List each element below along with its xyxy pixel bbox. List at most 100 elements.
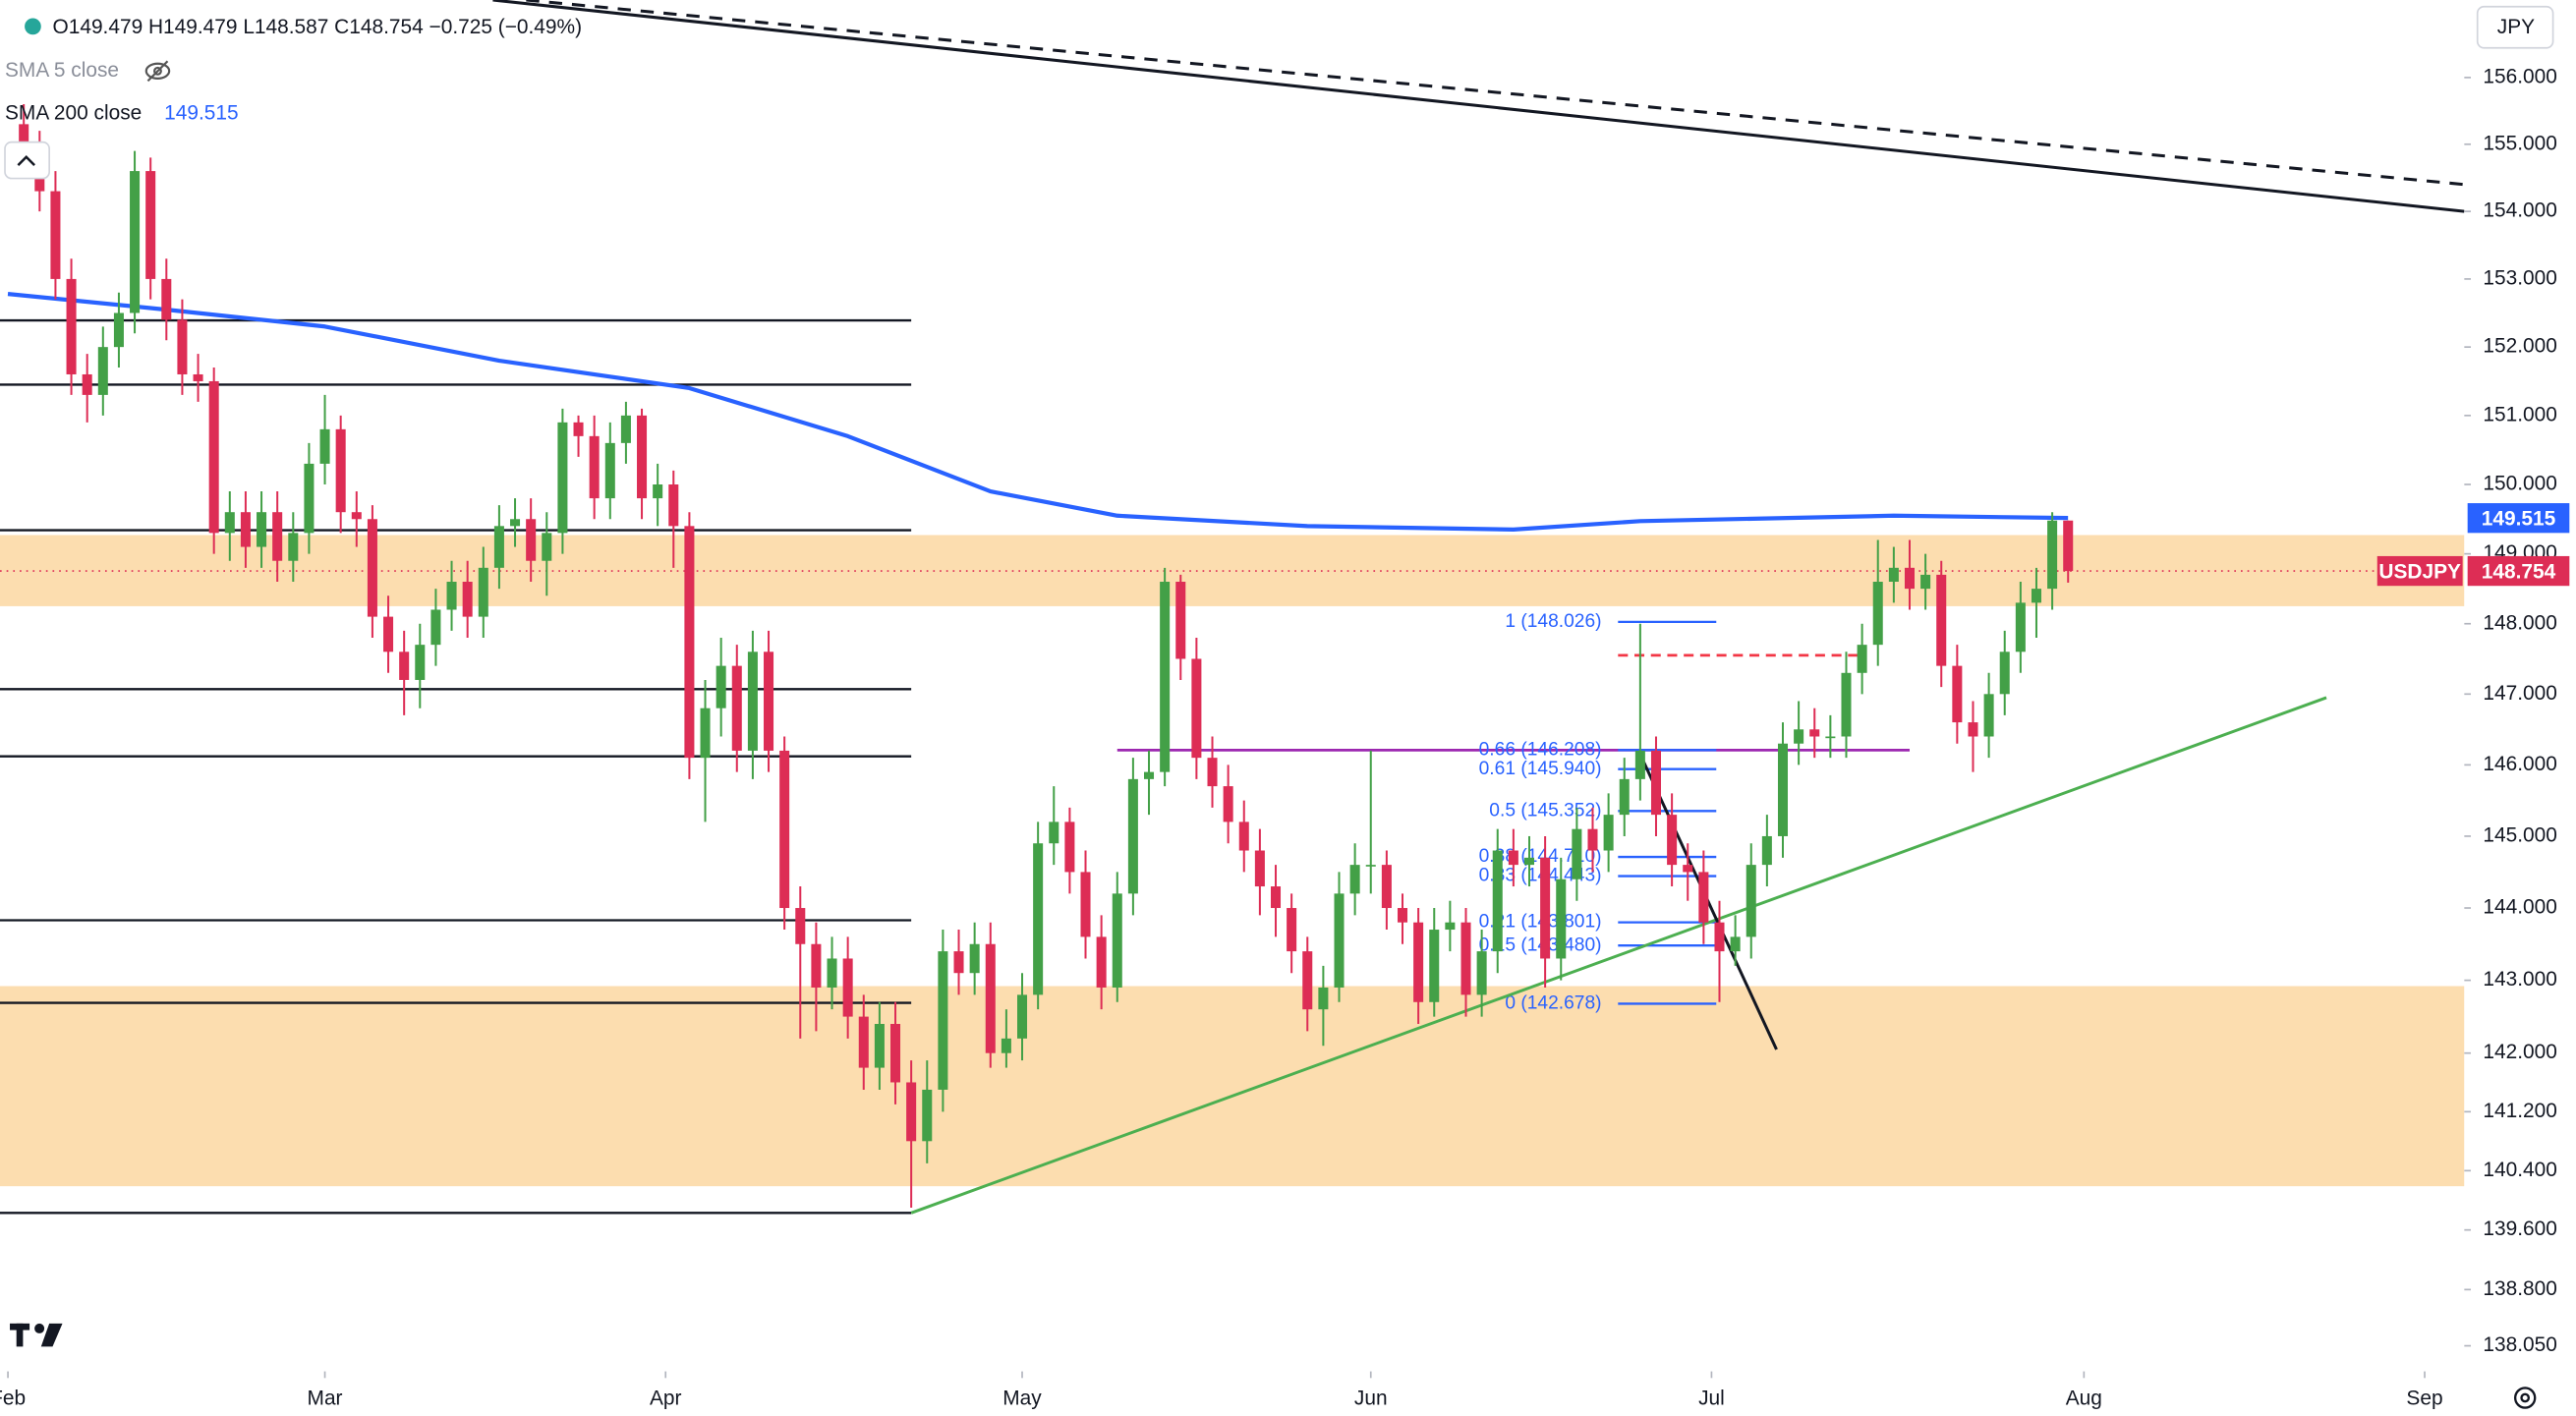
candle-body [1730,936,1741,952]
candle-body [1667,815,1678,866]
trend-line [1640,757,1778,1050]
candle-body [1207,758,1218,787]
candle-body [1572,828,1582,879]
candle-body [1872,582,1883,646]
candle-body [1904,567,1915,590]
candle-body [1287,908,1297,952]
candle-body [319,428,330,464]
currency-button[interactable] [2476,5,2554,49]
hidden-icon[interactable] [144,60,171,83]
candle-body [1080,872,1091,937]
candle-body [1112,893,1122,988]
candle-body [1523,857,1535,866]
candle-body [1270,886,1282,909]
candle-body [113,312,124,348]
candle-body [1888,567,1899,583]
settings-icon[interactable] [2513,1387,2537,1409]
candle-body [1809,729,1820,737]
candle-body [415,645,426,680]
price-axis-bg [2464,0,2576,1416]
y-tick-label: 138.050 [2483,1333,2556,1356]
candle-body [589,435,600,499]
candle-body [82,373,92,395]
candle-body [526,519,537,561]
y-tick-label: 150.000 [2483,472,2556,494]
candle-body [1761,835,1772,866]
candle-body [747,651,758,751]
candle-body [1049,821,1059,844]
x-tick-label: Mar [308,1388,343,1410]
collapse-button[interactable] [4,141,50,180]
candle-body [604,442,615,499]
fib-label: 0.33 (144.443) [1479,866,1602,886]
candle-body [1777,743,1789,836]
candle-body [922,1089,933,1142]
candle-body [224,512,235,534]
plot-area: 1 (148.026) 0.66 (146.208)0.61 (145.940) 0… [0,0,2465,1215]
candle-body [1857,645,1867,673]
candle-body [1397,908,1408,923]
trend-line [526,0,2465,187]
sma-price-tag [2467,503,2570,534]
candle-body [1381,865,1392,909]
x-tick-label: Sep [2406,1388,2442,1410]
fib-label: 0.21 (143.801) [1479,912,1602,933]
candle-body [700,708,711,759]
candle-body [1634,750,1645,779]
candle-body [1952,665,1963,723]
candle-body [1746,865,1756,937]
y-tick-label: 148.000 [2483,611,2556,634]
candle-body [1318,987,1329,1010]
legend-sma200-value: 149.515 [164,102,238,125]
sma-line [7,292,2069,533]
candle-body [1143,771,1155,779]
candle-body [1698,872,1709,923]
candle-body [764,651,774,751]
legend-sma200[interactable]: SMA 200 close [5,102,142,125]
price-tag-label: 148.754 [2482,560,2556,583]
candle-body [542,533,552,561]
candle-body [1825,736,1836,739]
candle-body [1033,843,1044,995]
candle-body [1920,574,1931,590]
y-tick-label: 155.000 [2483,132,2556,154]
candle-body [383,616,394,652]
candle-body [938,951,948,1090]
candle-body [731,665,742,751]
candle-body [66,278,77,374]
currency-label: JPY [2497,16,2535,38]
y-tick-label: 142.000 [2483,1041,2556,1063]
candle-body [1334,893,1345,988]
candle-body [161,278,172,320]
candle-body [827,958,837,988]
candle-body [1619,778,1630,816]
y-tick-label: 156.000 [2483,65,2556,87]
candle-body [1302,951,1313,1010]
candle-body [890,1023,901,1083]
y-tick-label: 146.000 [2483,753,2556,775]
candle-body [906,1082,917,1142]
symbol-tag-label: USDJPY [2378,560,2461,583]
fib-label: 0.15 (143.480) [1479,935,1602,955]
candle-body [653,484,663,499]
candle-body [367,519,377,617]
candle-body [257,512,267,547]
price-tag [2467,555,2570,587]
legend-sma5[interactable]: SMA 5 close [5,59,119,82]
candle-body [842,958,853,1017]
candle-body [811,943,822,988]
candle-body [1127,778,1138,894]
candle-body [1254,850,1265,887]
zone [0,986,2465,1187]
candle-body [716,665,726,708]
candle-body [1968,722,1978,737]
y-tick-label: 152.000 [2483,335,2556,358]
candle-body [637,415,648,499]
candle-body [351,512,362,520]
candle-body [493,526,504,568]
candle-body [304,463,315,534]
candle-body [145,171,156,279]
